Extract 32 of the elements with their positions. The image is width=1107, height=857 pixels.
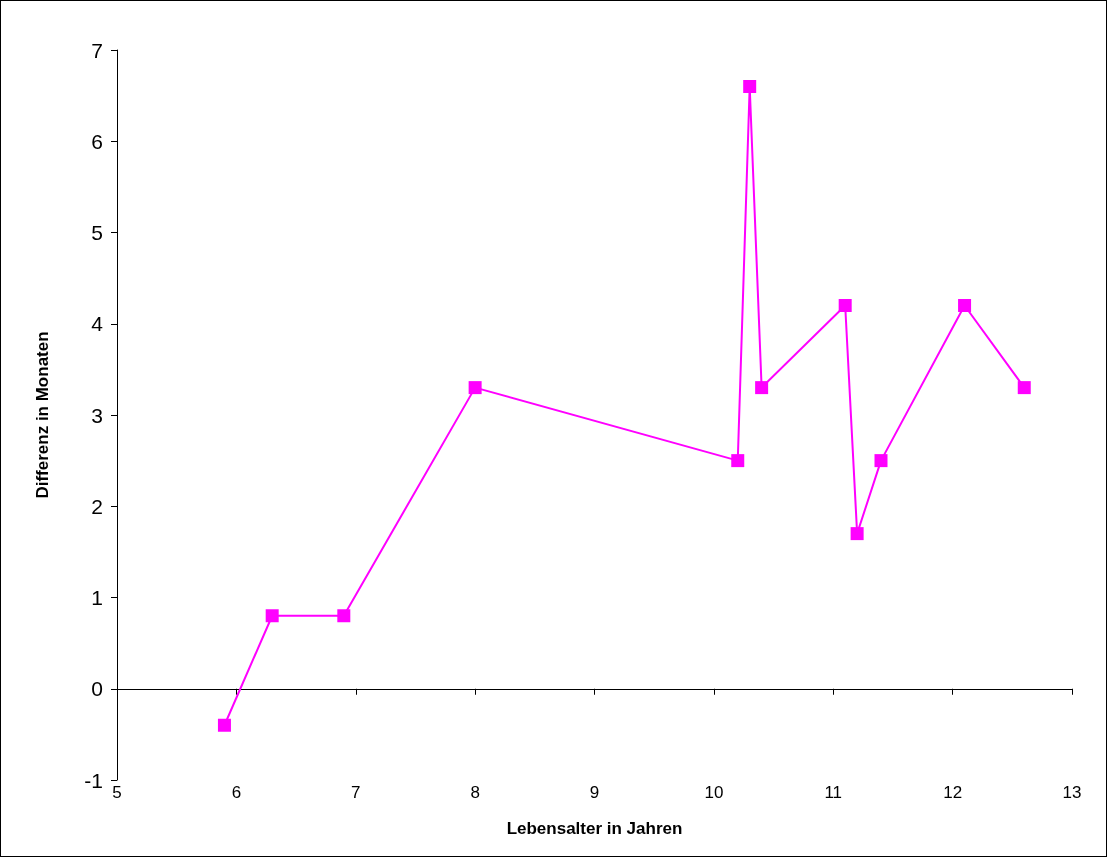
y-tick-label: 5 (91, 221, 103, 244)
point (838, 299, 852, 312)
point (1017, 381, 1031, 395)
x-tick-label: 11 (824, 783, 843, 802)
point (743, 80, 757, 93)
point (958, 299, 972, 312)
x-tick-label: 9 (589, 783, 600, 802)
y-tick-label: 1 (91, 586, 103, 609)
point (874, 454, 888, 468)
point (850, 527, 864, 541)
y-tick-label: 7 (91, 38, 103, 62)
y-tick-label: 0 (91, 677, 103, 701)
point (337, 609, 351, 623)
y-tick-label: 3 (91, 403, 103, 427)
y-tick-label: 2 (91, 494, 103, 518)
x-tick-label: 6 (231, 783, 242, 802)
y-tick-label: 4 (91, 312, 104, 336)
x-tick-label: 13 (1062, 783, 1082, 802)
x-tick-label: 5 (112, 783, 122, 802)
point (468, 381, 482, 395)
y-tick-label: 6 (91, 129, 103, 153)
x-tick-label: 10 (704, 783, 724, 802)
x-tick-label: 7 (351, 783, 361, 802)
point (755, 381, 769, 395)
x-tick-label: 8 (470, 783, 480, 802)
y-tick-label: -1 (84, 768, 103, 792)
y-axis-title: Differenz in Monaten (33, 331, 52, 499)
point (217, 718, 231, 732)
x-tick-label: 12 (943, 783, 963, 802)
point (731, 454, 745, 468)
x-axis-title: Lebensalter in Jahren (506, 819, 683, 838)
point (265, 609, 279, 623)
